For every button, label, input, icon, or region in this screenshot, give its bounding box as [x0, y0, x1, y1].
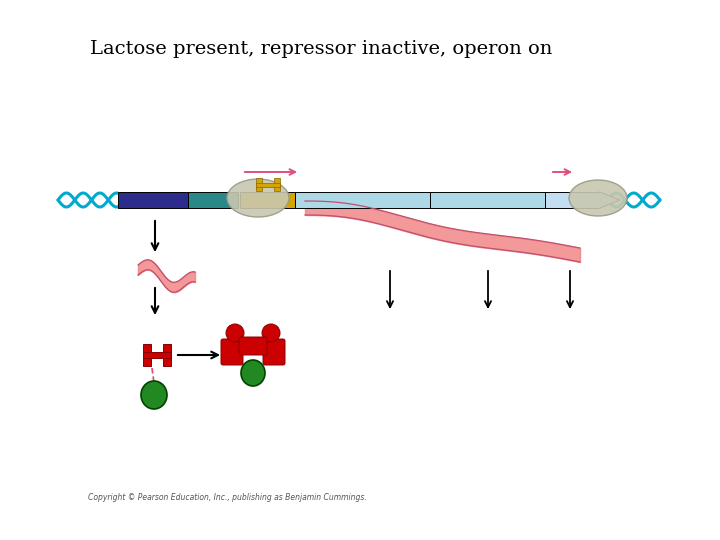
- Polygon shape: [600, 192, 620, 208]
- Bar: [256, 178, 261, 191]
- Ellipse shape: [569, 180, 627, 216]
- Bar: [118, 192, 188, 208]
- Bar: [143, 352, 171, 358]
- FancyBboxPatch shape: [221, 339, 243, 365]
- Ellipse shape: [262, 324, 280, 342]
- Bar: [143, 344, 151, 366]
- Text: Copyright © Pearson Education, Inc., publishing as Benjamin Cummings.: Copyright © Pearson Education, Inc., pub…: [88, 493, 366, 502]
- Ellipse shape: [227, 179, 289, 217]
- Ellipse shape: [141, 381, 167, 409]
- Ellipse shape: [241, 360, 265, 386]
- Bar: [545, 192, 600, 208]
- Bar: [240, 192, 295, 208]
- Bar: [256, 183, 279, 186]
- Text: Lactose present, repressor inactive, operon on: Lactose present, repressor inactive, ope…: [90, 40, 552, 58]
- Bar: [163, 344, 171, 366]
- Bar: [295, 192, 430, 208]
- Bar: [188, 192, 238, 208]
- FancyBboxPatch shape: [263, 339, 285, 365]
- Ellipse shape: [226, 324, 244, 342]
- Bar: [274, 178, 279, 191]
- FancyBboxPatch shape: [239, 337, 267, 355]
- Bar: [430, 192, 545, 208]
